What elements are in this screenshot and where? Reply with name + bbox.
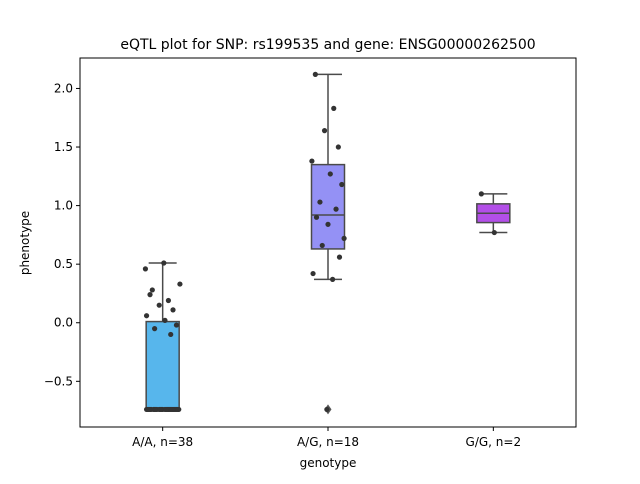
data-point [168, 331, 174, 338]
y-axis-label: phenotype [18, 211, 32, 275]
data-point [317, 199, 323, 205]
data-point [156, 302, 162, 308]
x-axis-label: genotype [300, 456, 357, 470]
data-point [162, 317, 168, 323]
strip-group [309, 71, 347, 413]
data-point [324, 406, 330, 413]
data-point [309, 158, 315, 164]
data-point [321, 128, 328, 134]
data-point [142, 266, 149, 272]
data-point [175, 406, 181, 413]
data-point [491, 229, 497, 236]
data-point [169, 406, 175, 413]
y-tick-label: 0.5 [54, 257, 73, 271]
box-group [476, 193, 511, 234]
y-tick-label: 2.0 [54, 81, 73, 95]
plot-area [142, 71, 511, 415]
data-point [163, 406, 169, 413]
data-point [478, 191, 484, 197]
y-tick-label: 1.5 [54, 140, 73, 154]
data-point [147, 292, 153, 298]
y-axis-ticks: −0.5 0.0 0.5 1.0 1.5 2.0 [44, 81, 80, 388]
data-point [170, 307, 176, 313]
data-point [312, 71, 318, 77]
data-point [325, 221, 331, 227]
strip-group [142, 260, 183, 413]
data-point [339, 181, 345, 188]
data-point [165, 297, 172, 304]
data-point [152, 326, 158, 332]
data-point [341, 235, 347, 241]
data-point [336, 254, 343, 260]
data-point [331, 105, 337, 111]
x-tick-label: G/G, n=2 [466, 435, 522, 449]
box-group [145, 262, 180, 411]
data-point [313, 214, 320, 220]
data-point [333, 206, 339, 212]
data-point [157, 406, 163, 413]
data-point [327, 171, 333, 177]
box-iqr [145, 320, 180, 411]
data-point [310, 270, 316, 277]
data-point [149, 287, 155, 293]
data-point [319, 242, 325, 249]
x-axis-ticks: A/A, n=38 A/G, n=18 G/G, n=2 [132, 427, 521, 449]
y-tick-label: 1.0 [54, 199, 73, 213]
box-iqr [310, 163, 346, 250]
chart-title: eQTL plot for SNP: rs199535 and gene: EN… [120, 37, 535, 53]
x-tick-label: A/G, n=18 [297, 435, 359, 449]
box-group [310, 73, 346, 415]
data-point [173, 322, 180, 328]
x-tick-label: A/A, n=38 [132, 435, 193, 449]
data-point [146, 406, 152, 413]
data-point [177, 281, 183, 287]
data-point [143, 313, 150, 319]
strip-group [478, 191, 497, 236]
y-tick-label: 0.0 [54, 316, 73, 330]
data-point [335, 144, 341, 150]
data-point [161, 260, 167, 266]
data-point [330, 276, 336, 282]
data-point [153, 406, 159, 413]
y-tick-label: −0.5 [44, 374, 73, 388]
